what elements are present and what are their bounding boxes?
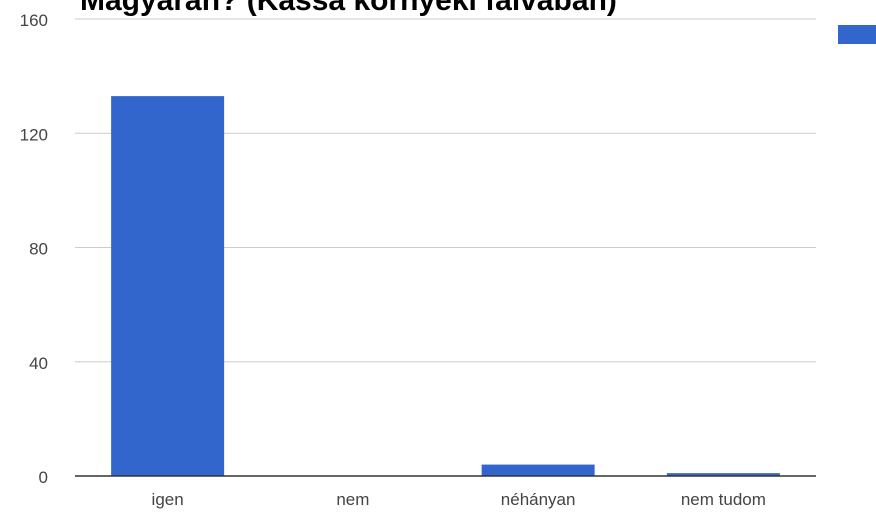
y-tick-label: 40 bbox=[29, 354, 48, 373]
legend-swatch bbox=[838, 25, 876, 44]
bar bbox=[666, 473, 780, 476]
chart-title: Magyarán? (Kassa környéki falvában) bbox=[80, 0, 617, 17]
x-tick-label: néhányan bbox=[501, 490, 576, 509]
y-axis-ticks: 0 40 80 120 160 bbox=[20, 11, 48, 487]
bar bbox=[111, 96, 225, 477]
x-tick-label: nem tudom bbox=[681, 490, 766, 509]
x-tick-label: igen bbox=[152, 490, 184, 509]
x-axis-ticks: igen nem néhányan nem tudom bbox=[152, 490, 766, 509]
y-tick-label: 160 bbox=[20, 11, 48, 30]
y-tick-label: 120 bbox=[20, 125, 48, 144]
y-tick-label: 80 bbox=[29, 240, 48, 259]
legend bbox=[838, 25, 876, 44]
x-tick-label: nem bbox=[336, 490, 369, 509]
bars bbox=[111, 96, 780, 477]
bar bbox=[481, 464, 595, 476]
y-tick-label: 0 bbox=[39, 468, 48, 487]
